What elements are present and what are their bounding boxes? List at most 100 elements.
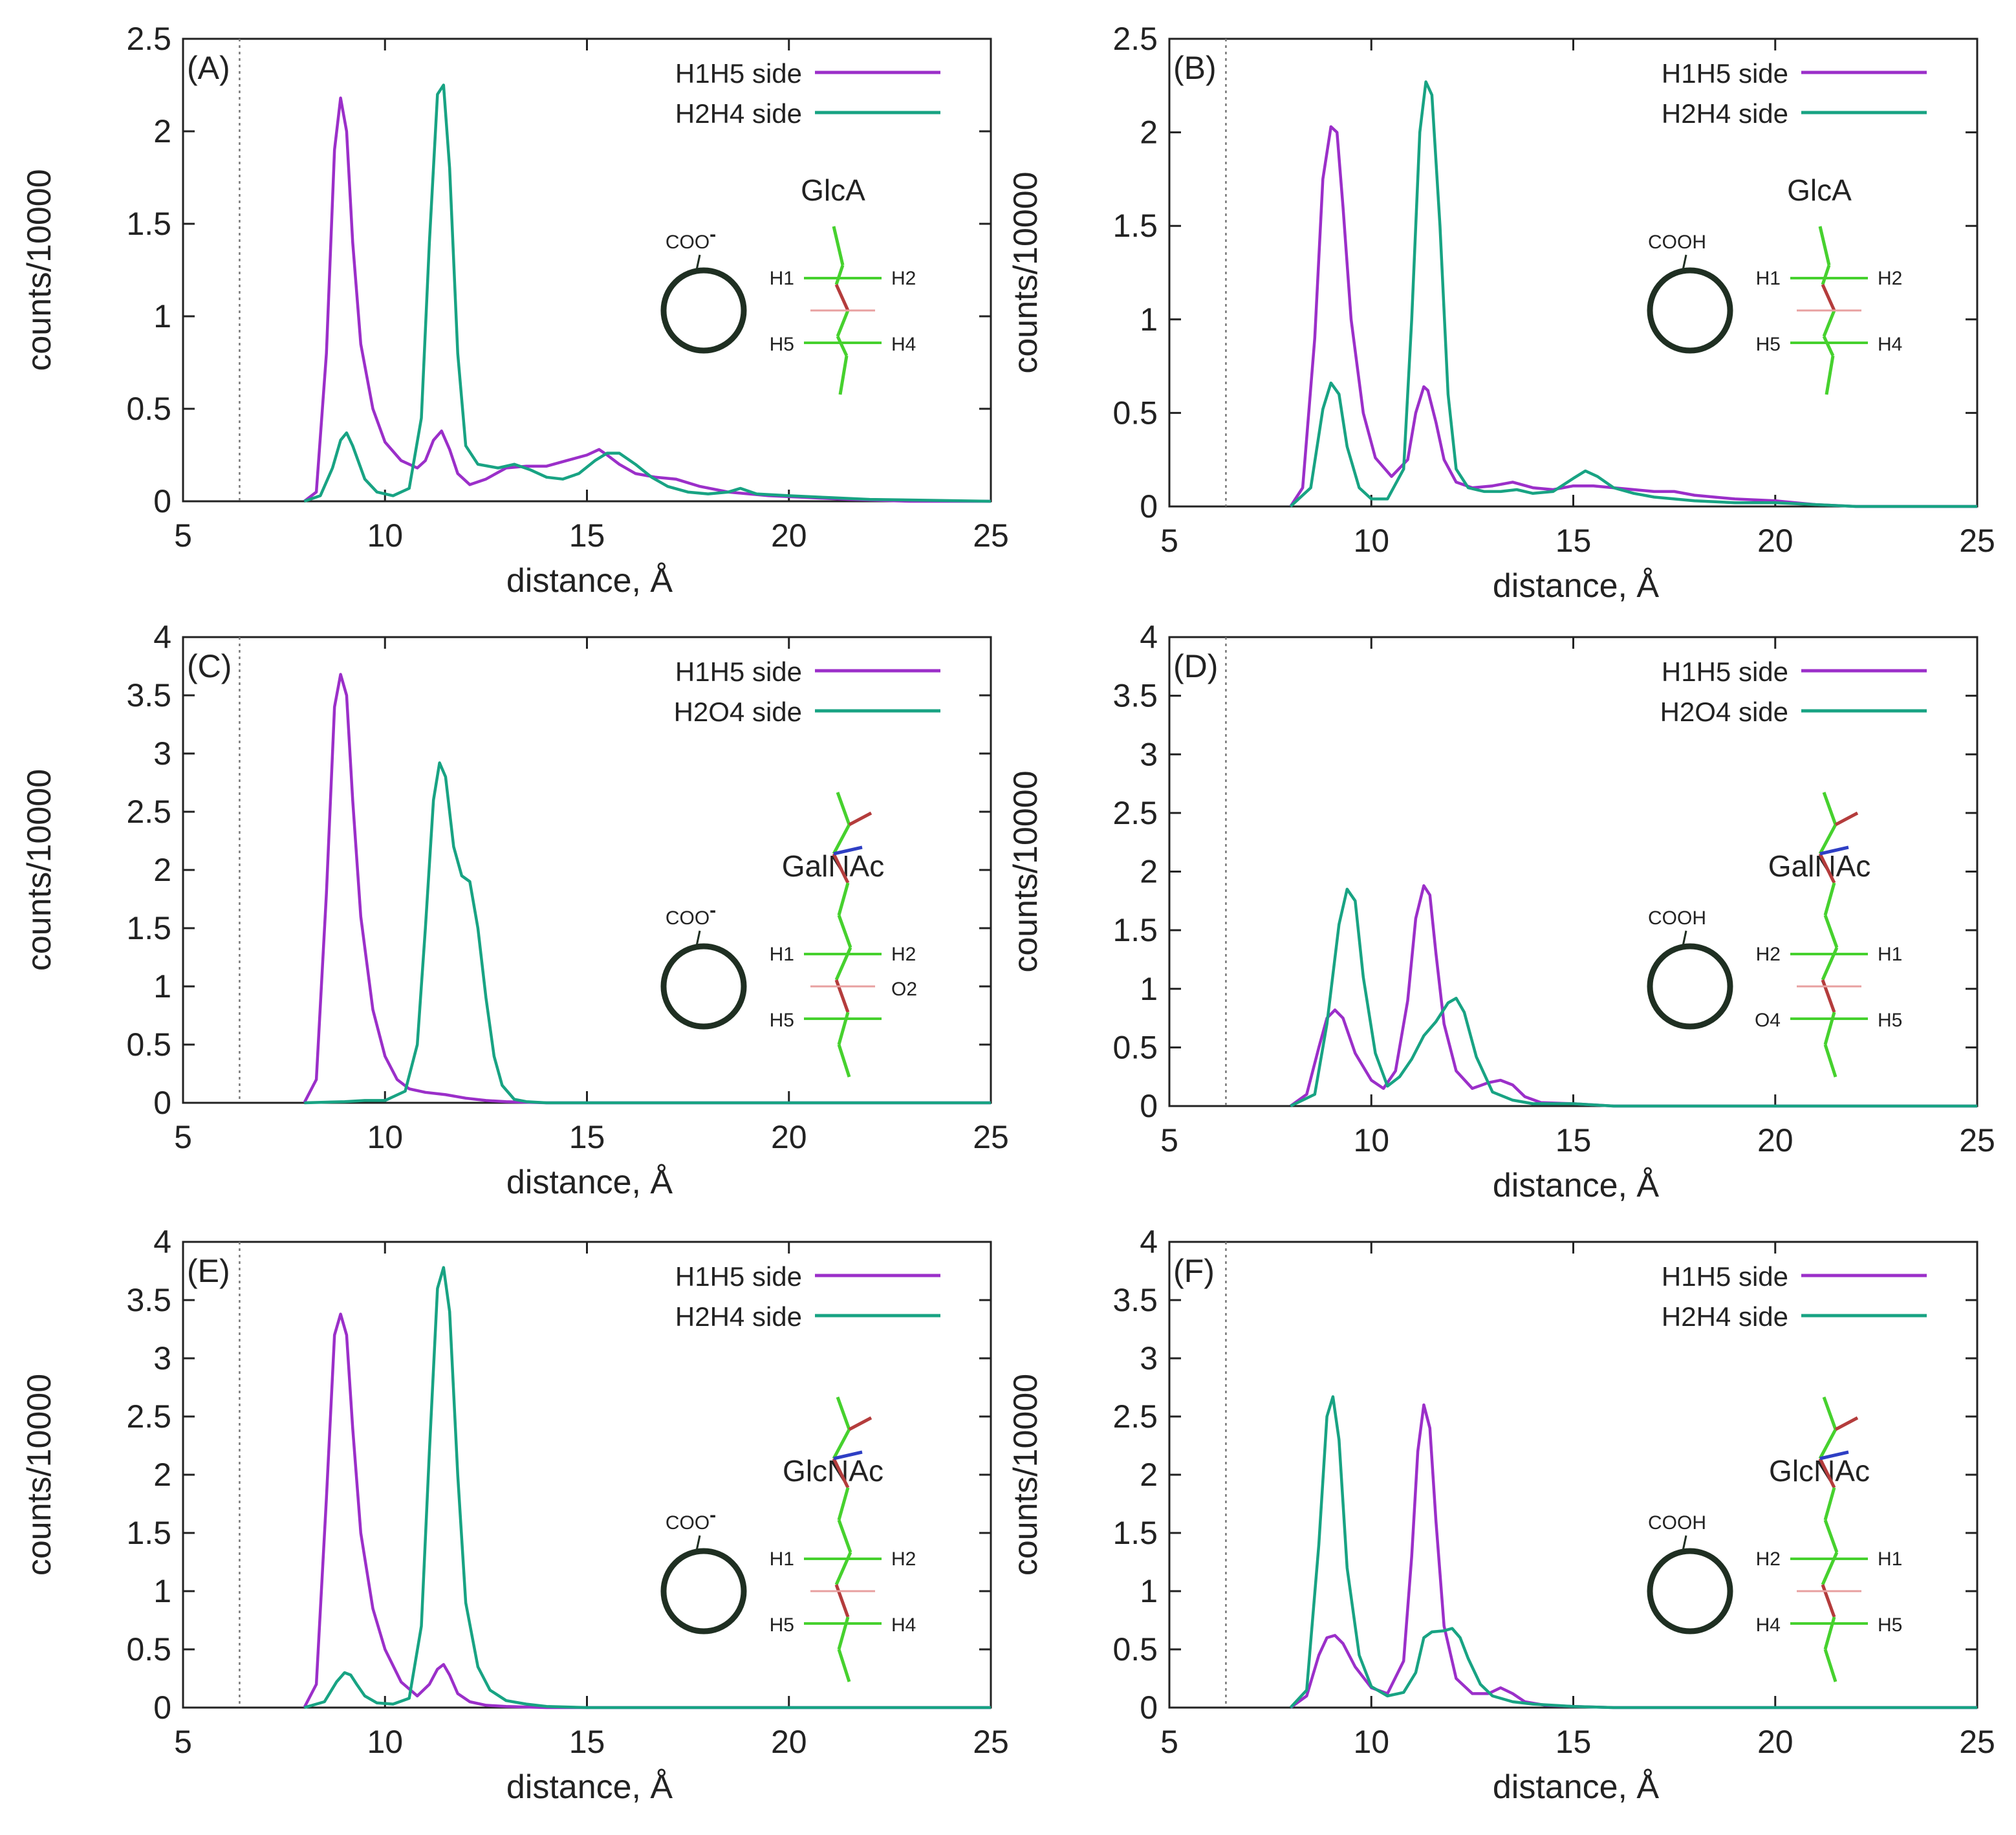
atom-label-top-left: H2 <box>1756 944 1781 965</box>
atom-label-bottom-right: H4 <box>891 334 916 355</box>
x-tick-label: 15 <box>569 517 605 554</box>
y-axis-label: counts/10000 <box>21 1374 58 1576</box>
molecule-bond <box>837 1487 850 1521</box>
molecule-bond <box>836 335 849 357</box>
chart-panel-f: 5 10 15 20 25 0 0.5 1 1.5 2 2.5 3 3.5 4 distance, Å cou… <box>1007 1224 1995 1806</box>
x-axis-label: distance, Å <box>1493 1167 1660 1204</box>
nitrogen-bond <box>1819 1450 1849 1460</box>
y-axis-label: counts/10000 <box>1007 171 1045 373</box>
x-tick-label: 25 <box>973 1119 1009 1155</box>
y-tick-label: 0 <box>1140 1088 1158 1124</box>
nanotube-ring <box>660 943 747 1030</box>
atom-label-bottom-right: H5 <box>1878 1010 1902 1031</box>
atom-label-top-right: H1 <box>1878 1548 1902 1570</box>
y-tick-label: 1 <box>1140 301 1158 338</box>
y-tick-label: 3.5 <box>1112 1282 1158 1318</box>
y-tick-label: 4 <box>153 619 171 655</box>
x-tick-label: 15 <box>1555 1122 1592 1158</box>
series-line-h1h5 <box>1289 1403 1977 1710</box>
legend-label: H2H4 side <box>1662 1301 1788 1332</box>
chart-panel-c: 5 10 15 20 25 0 0.5 1 1.5 2 2.5 3 3.5 4 distance, Å cou… <box>21 619 1009 1201</box>
x-tick-label: 10 <box>367 1724 403 1760</box>
y-tick-label: 4 <box>1140 619 1158 655</box>
panel-label: (A) <box>187 50 230 86</box>
x-axis-label: distance, Å <box>1493 567 1660 605</box>
chart-panel-b: 5 10 15 20 25 0 0.5 1 1.5 2 2.5 distance, Å counts/1… <box>1007 21 1995 605</box>
atom-label-top-right: H1 <box>1878 944 1902 965</box>
panel-label: (F) <box>1173 1253 1215 1289</box>
y-tick-label: 0 <box>153 1689 171 1726</box>
y-tick-label: 2 <box>153 1457 171 1493</box>
molecule-bond <box>1823 1649 1837 1682</box>
molecule-bond <box>1823 1044 1837 1078</box>
y-tick-label: 0.5 <box>1112 1631 1158 1667</box>
atom-label-top-right: H2 <box>891 268 916 289</box>
molecule-bond <box>1822 1396 1837 1430</box>
molecule-bond <box>834 979 850 1013</box>
nitrogen-bond <box>833 845 863 856</box>
x-tick-label: 20 <box>771 1119 807 1155</box>
y-tick-label: 4 <box>1140 1224 1158 1260</box>
molecule-bond <box>837 882 850 916</box>
chart-panel-d: 5 10 15 20 25 0 0.5 1 1.5 2 2.5 3 3.5 4 distance, Å cou… <box>1007 619 1995 1204</box>
nanotube-ring <box>660 1548 747 1634</box>
y-tick-label: 0.5 <box>126 391 171 427</box>
molecule-bond <box>836 1396 851 1430</box>
x-tick-label: 5 <box>1160 1724 1178 1760</box>
y-tick-label: 3 <box>1140 1340 1158 1376</box>
molecule-bond <box>1818 823 1837 855</box>
molecule-bond <box>1821 979 1836 1013</box>
y-tick-label: 2.5 <box>126 1398 171 1435</box>
y-tick-label: 2.5 <box>1112 795 1158 831</box>
y-tick-label: 3 <box>1140 736 1158 772</box>
y-tick-label: 1.5 <box>126 910 171 946</box>
legend-label: H2H4 side <box>675 1301 802 1332</box>
molecule-bond <box>837 915 852 948</box>
sugar-name-label: GlcA <box>1787 173 1852 207</box>
nanotube-ring <box>1647 1548 1733 1634</box>
y-tick-label: 1.5 <box>1112 912 1158 948</box>
carbonyl-bond <box>1834 1416 1859 1431</box>
x-axis-label: distance, Å <box>506 1164 673 1201</box>
y-tick-label: 2 <box>1140 854 1158 890</box>
y-tick-label: 2.5 <box>126 794 171 830</box>
panel-label: (E) <box>187 1253 230 1289</box>
y-tick-label: 1.5 <box>1112 208 1158 244</box>
nanotube-ring <box>1647 267 1733 354</box>
chart-panel-e: 5 10 15 20 25 0 0.5 1 1.5 2 2.5 3 3.5 4 distance, Å cou… <box>21 1224 1009 1806</box>
x-axis-label: distance, Å <box>1493 1768 1660 1806</box>
legend-label: H2H4 side <box>1662 98 1788 129</box>
molecule-skeleton <box>1790 792 1868 1078</box>
nitrogen-bond <box>1819 845 1849 856</box>
x-tick-label: 10 <box>367 517 403 554</box>
x-axis-label: distance, Å <box>506 1768 673 1806</box>
y-tick-label: 3.5 <box>1112 678 1158 714</box>
carbonyl-bond <box>848 811 873 827</box>
y-tick-label: 0.5 <box>126 1026 171 1063</box>
legend-label: H1H5 side <box>1662 657 1788 687</box>
x-tick-label: 5 <box>1160 1122 1178 1158</box>
atom-label-top-left: H1 <box>770 1548 794 1570</box>
atom-label-bottom-left: H5 <box>1756 334 1781 355</box>
series-line-h1h5 <box>303 1312 991 1710</box>
atom-label-top-left: H1 <box>770 944 794 965</box>
molecule-bond <box>1821 1584 1836 1618</box>
x-tick-label: 15 <box>1555 523 1592 559</box>
legend-label: H1H5 side <box>675 657 802 687</box>
series-line-h2 <box>1289 80 1977 508</box>
y-tick-label: 0.5 <box>1112 395 1158 431</box>
molecule-bond <box>1822 792 1837 825</box>
series-line-h1h5 <box>303 673 991 1105</box>
y-tick-label: 2 <box>153 113 171 149</box>
legend-label: H1H5 side <box>1662 1261 1788 1292</box>
molecule-skeleton <box>804 792 882 1078</box>
molecule-bond <box>1823 1487 1836 1521</box>
x-tick-label: 25 <box>973 1724 1009 1760</box>
x-tick-label: 25 <box>1959 1122 1995 1158</box>
molecule-bond <box>1818 852 1836 884</box>
y-axis-label: counts/10000 <box>21 769 58 971</box>
y-tick-label: 1.5 <box>1112 1515 1158 1551</box>
legend-label: H1H5 side <box>675 1261 802 1292</box>
x-tick-label: 10 <box>1353 1122 1389 1158</box>
y-tick-label: 1 <box>1140 971 1158 1007</box>
